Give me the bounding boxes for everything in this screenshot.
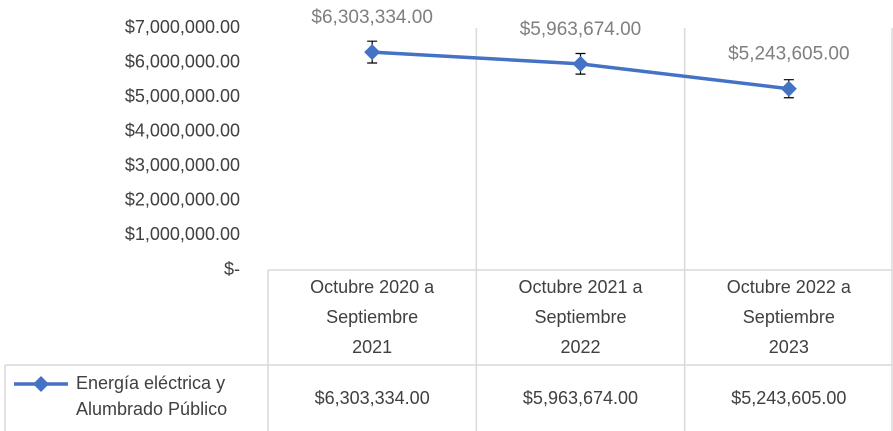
legend-label: Energía eléctrica y Alumbrado Público — [76, 373, 228, 419]
x-tick-label-box: Octubre 2021 a Septiembre 2022 — [518, 277, 643, 357]
x-tick-label: Octubre 2021 a Septiembre 2022 — [518, 277, 643, 357]
table-value-box: $5,243,605.00 — [731, 388, 847, 408]
marker — [364, 44, 381, 61]
y-tick-label: $- — [224, 259, 240, 279]
data-label: $5,963,674.00 — [520, 19, 642, 40]
legend-label-box: Energía eléctrica y Alumbrado Público — [76, 373, 228, 419]
y-tick-label: $2,000,000.00 — [125, 190, 240, 210]
x-tick-label-box: Octubre 2022 a Septiembre 2023 — [726, 277, 851, 357]
x-tick-label: Octubre 2020 a Septiembre 2021 — [310, 277, 435, 357]
table-value: $6,303,334.00 — [314, 388, 430, 408]
y-tick-label: $6,000,000.00 — [125, 51, 240, 71]
table-value-box: $5,963,674.00 — [522, 388, 639, 408]
y-tick-label: $3,000,000.00 — [125, 155, 240, 175]
y-tick-label: $7,000,000.00 — [125, 17, 240, 37]
table-value-box: $6,303,334.00 — [314, 388, 430, 408]
legend-marker — [33, 376, 49, 392]
y-tick-label: $4,000,000.00 — [125, 120, 240, 140]
x-tick-label-box: Octubre 2020 a Septiembre 2021 — [310, 277, 435, 357]
table-value: $5,963,674.00 — [522, 388, 639, 408]
table-value: $5,243,605.00 — [731, 388, 847, 408]
data-label: $5,243,605.00 — [728, 44, 850, 65]
y-tick-label: $1,000,000.00 — [125, 224, 240, 244]
marker — [780, 80, 797, 97]
y-tick-label: $5,000,000.00 — [125, 86, 240, 106]
marker — [572, 55, 589, 72]
x-tick-label: Octubre 2022 a Septiembre 2023 — [726, 277, 851, 357]
data-label: $6,303,334.00 — [311, 7, 433, 28]
